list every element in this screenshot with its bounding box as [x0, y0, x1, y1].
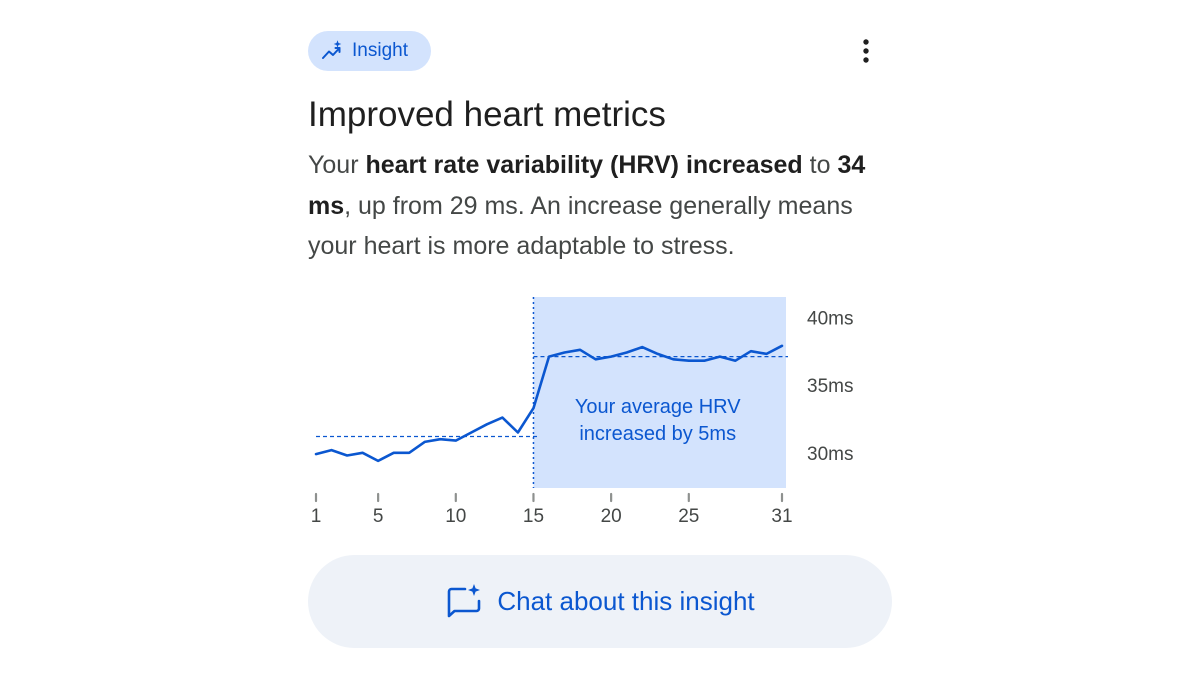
description-text: , up from 29 ms. An increase generally m… [308, 191, 853, 261]
insight-title: Improved heart metrics [308, 95, 666, 134]
insight-chip-label: Insight [352, 40, 408, 61]
y-tick-label: 35ms [807, 376, 853, 397]
x-tick-label: 5 [373, 506, 384, 527]
description-bold-metric: heart rate variability (HRV) increased [365, 151, 803, 179]
chart-annotation-line: increased by 5ms [579, 423, 736, 445]
chat-button-label: Chat about this insight [497, 586, 755, 616]
x-tick-label: 25 [678, 506, 699, 527]
trending-sparkle-icon [320, 39, 344, 63]
more-vert-icon [863, 39, 869, 63]
x-tick-label: 1 [311, 506, 322, 527]
description-bold-value: 34 ms [308, 151, 866, 220]
description-text: to [802, 151, 838, 179]
highlight-region [533, 297, 786, 488]
x-tick-label: 15 [523, 506, 544, 527]
chat-sparkle-icon [445, 583, 483, 621]
hrv-series-line [314, 344, 784, 463]
chat-about-insight-button[interactable]: Chat about this insight [308, 555, 892, 648]
x-tick-label: 31 [771, 506, 792, 527]
more-options-button[interactable] [852, 37, 880, 65]
description-text: Your [308, 151, 366, 179]
x-tick-label: 20 [601, 506, 622, 527]
chart-annotation-line: Your average HRV [575, 396, 741, 418]
y-tick-label: 40ms [807, 308, 853, 329]
hrv-chart: Your average HRV increased by 5ms 40ms 35ms… [311, 297, 853, 527]
insight-chip: Insight [308, 31, 431, 71]
x-tick-label: 10 [445, 506, 466, 527]
insight-description: Your heart rate variability (HRV) increa… [308, 145, 908, 267]
y-tick-label: 30ms [807, 444, 853, 465]
